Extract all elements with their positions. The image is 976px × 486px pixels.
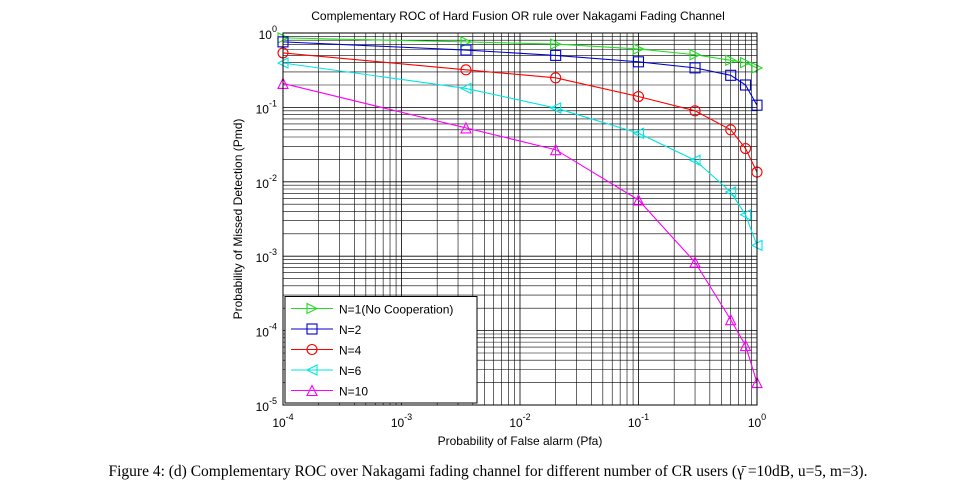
- marker: [724, 186, 737, 198]
- legend-marker: [306, 323, 318, 335]
- tick-label: 10-1: [628, 412, 649, 430]
- x-axis-label: Probability of False alarm (Pfa): [438, 434, 603, 448]
- tick-label: 10-4: [256, 322, 277, 340]
- marker: [460, 64, 472, 76]
- grid: [282, 32, 758, 406]
- marker: [739, 142, 752, 155]
- series: [277, 47, 763, 178]
- marker: [460, 44, 472, 56]
- legend-marker: [306, 302, 319, 315]
- legend-label: N=2: [339, 323, 362, 337]
- plot-frame: [282, 32, 758, 406]
- tick-label: 10-1: [256, 98, 277, 116]
- marker: [460, 121, 472, 134]
- marker: [460, 35, 473, 48]
- tick-label: 100: [748, 412, 766, 430]
- marker: [725, 69, 737, 81]
- series-line: [282, 41, 758, 106]
- plot: [276, 31, 764, 389]
- marker: [725, 54, 737, 67]
- series-line: [282, 62, 758, 246]
- tick-label: 10-3: [391, 412, 412, 430]
- series-line: [282, 37, 758, 69]
- marker: [739, 339, 752, 352]
- marker: [550, 38, 562, 50]
- legend-marker: [305, 364, 318, 376]
- tick-label: 10-3: [256, 247, 277, 265]
- y-axis-label: Probability of Missed Detection (Pmd): [231, 119, 245, 320]
- marker: [550, 49, 562, 61]
- legend-marker: [306, 343, 318, 356]
- marker: [688, 154, 701, 167]
- chart-title: Complementary ROC of Hard Fusion OR rule…: [311, 9, 725, 23]
- legend-label: N=1(No Cooperation): [339, 303, 453, 317]
- marker: [724, 313, 737, 326]
- marker: [689, 48, 702, 61]
- marker: [632, 90, 645, 103]
- marker: [549, 143, 562, 156]
- marker: [549, 102, 562, 114]
- caption: Figure 4: (d) Complementary ROC over Nak…: [109, 463, 868, 480]
- legend-box: [284, 296, 478, 404]
- marker: [739, 208, 752, 221]
- marker: [632, 193, 645, 206]
- marker: [739, 56, 752, 69]
- series: [277, 77, 763, 389]
- tick-label: 10-2: [509, 412, 530, 430]
- legend-label: N=10: [339, 385, 368, 399]
- marker: [632, 127, 645, 140]
- legend-label: N=6: [339, 364, 362, 378]
- marker: [632, 43, 645, 55]
- tick-label: 100: [259, 24, 277, 42]
- marker: [550, 72, 562, 84]
- marker: [459, 82, 472, 95]
- marker: [725, 124, 737, 136]
- series-line: [282, 52, 758, 173]
- tick-label: 10-4: [272, 412, 293, 430]
- marker: [689, 255, 701, 268]
- marker: [689, 105, 701, 117]
- marker: [689, 62, 701, 74]
- marker: [739, 79, 752, 91]
- series-line: [282, 82, 758, 383]
- tick-label: 10-2: [256, 173, 277, 191]
- legend-label: N=4: [339, 344, 362, 358]
- marker: [632, 56, 645, 68]
- legend: N=1(No Cooperation) N=2 N=4 N=6 N=10: [284, 296, 478, 404]
- legend-marker: [306, 384, 318, 397]
- tick-label: 10-5: [256, 396, 277, 414]
